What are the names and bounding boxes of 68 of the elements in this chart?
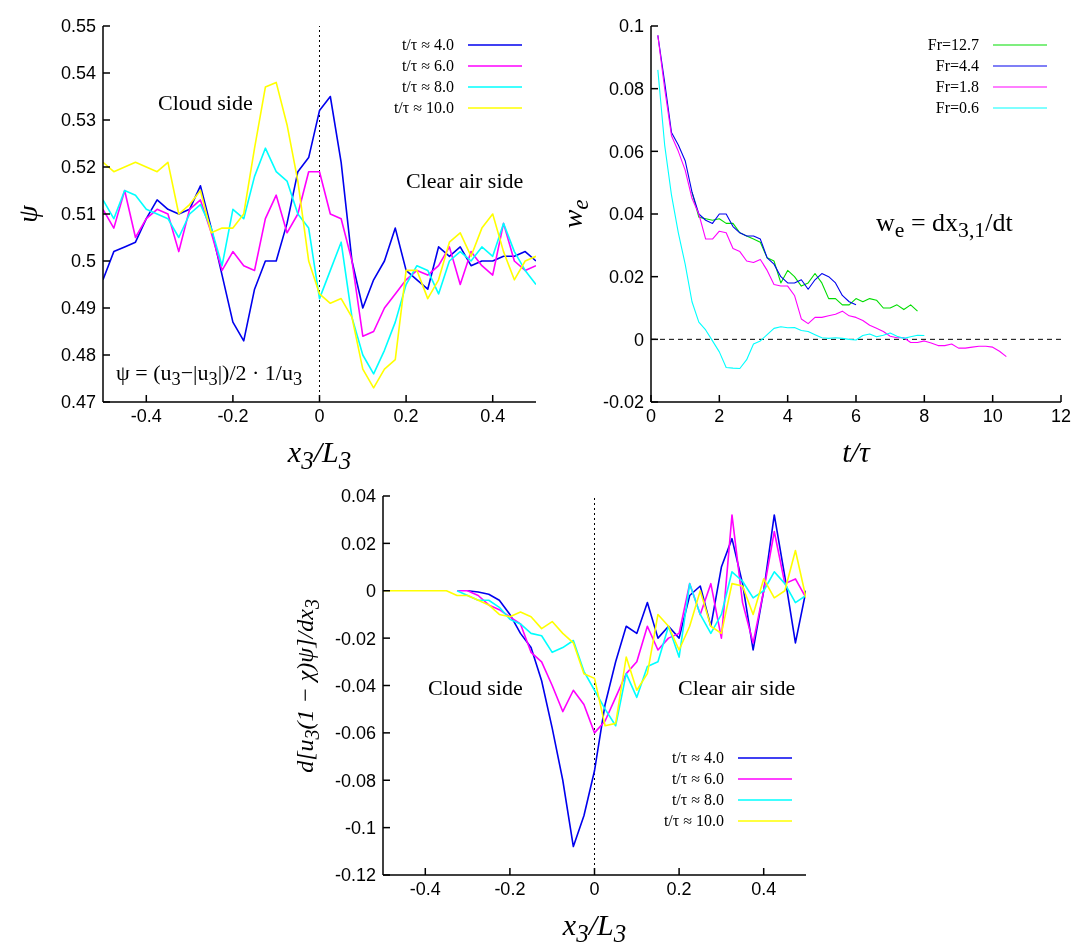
y-tick-label: 0.06: [608, 141, 644, 162]
y-tick-label: -0.1: [344, 818, 376, 839]
y-tick-label: 0.04: [608, 204, 644, 225]
legend-label: Fr=12.7: [927, 35, 979, 54]
legend-label: Fr=4.4: [935, 56, 979, 75]
y-tick-label: 0: [633, 329, 644, 350]
annotation: Clear air side: [406, 168, 524, 194]
x-tick-label: 10: [982, 405, 1003, 426]
x-tick-label: 0: [589, 878, 600, 899]
y-tick-label: 0.04: [340, 486, 376, 507]
y-tick-label: 0.52: [60, 157, 96, 178]
x-tick-label: -0.2: [217, 405, 249, 426]
x-axis-title: x$_{3}$/L$_{3}$: [286, 434, 353, 476]
y-tick-label: 0.55: [60, 16, 96, 37]
x-tick-label: 2: [714, 405, 725, 426]
x-tick-label: 0.4: [751, 878, 777, 899]
y-tick-label: -0.08: [334, 770, 376, 791]
y-tick-label: -0.06: [334, 723, 376, 744]
line-series: [657, 69, 925, 370]
y-tick-label: 0.08: [608, 79, 644, 100]
x-tick-label: -0.4: [130, 405, 162, 426]
legend-label: t/τ ≈ 10.0: [663, 811, 724, 830]
x-tick-label: -0.4: [409, 878, 441, 899]
x-tick-label: 8: [919, 405, 930, 426]
legend-label: Fr=0.6: [935, 98, 979, 117]
x-axis-title: t/τ: [841, 434, 872, 470]
legend-label: t/τ ≈ 8.0: [401, 77, 454, 96]
legend-label: t/τ ≈ 8.0: [671, 790, 724, 809]
annotation: Clear air side: [678, 675, 796, 701]
y-tick-label: 0.02: [340, 533, 376, 554]
x-tick-label: 0: [645, 405, 657, 426]
x-tick-label: -0.2: [494, 878, 526, 899]
y-tick-label: -0.04: [334, 675, 376, 696]
y-tick-label: 0.48: [60, 345, 96, 366]
y-tick-label: 0.54: [60, 63, 96, 84]
y-tick-label: 0.47: [60, 392, 96, 413]
legend-label: t/τ ≈ 4.0: [401, 35, 454, 54]
y-tick-label: 0.5: [70, 251, 96, 272]
y-tick-label: 0.49: [60, 298, 96, 319]
legend-label: t/τ ≈ 4.0: [671, 748, 724, 767]
y-tick-label: 0: [365, 581, 376, 602]
x-tick-label: 0.4: [480, 405, 506, 426]
y-tick-label: -0.12: [334, 865, 376, 886]
line-series: [103, 95, 536, 342]
line-series: [103, 81, 536, 389]
x-axis-title: x$_{3}$/L$_{3}$: [561, 907, 628, 943]
y-axis-title: ψ: [11, 205, 44, 223]
x-tick-label: 0.2: [393, 405, 419, 426]
legend-label: t/τ ≈ 6.0: [671, 769, 724, 788]
annotation: Cloud side: [158, 90, 253, 116]
annotation: w$_{e}$ = dx$_{3,1}$/dt: [876, 208, 1013, 244]
x-tick-label: 0: [314, 405, 325, 426]
x-tick-label: 0.2: [666, 878, 692, 899]
x-tick-label: 6: [850, 405, 862, 426]
legend-label: Fr=1.8: [935, 77, 979, 96]
y-tick-label: 0.51: [60, 204, 96, 225]
x-tick-label: 4: [782, 405, 793, 426]
y-tick-label: 0.53: [60, 110, 96, 131]
annotation: Cloud side: [428, 675, 523, 701]
legend-label: t/τ ≈ 6.0: [401, 56, 454, 75]
y-tick-label: 0.1: [618, 16, 644, 37]
legend-label: t/τ ≈ 10.0: [393, 98, 454, 117]
x-tick-label: 12: [1050, 405, 1072, 426]
y-tick-label: 0.02: [608, 267, 644, 288]
line-series: [103, 170, 536, 337]
annotation: ψ = (u$_{3}$−|u$_{3}$|)/2 · 1/u$_{3}$: [116, 360, 303, 391]
y-tick-label: -0.02: [602, 392, 644, 413]
y-tick-label: -0.02: [334, 628, 376, 649]
